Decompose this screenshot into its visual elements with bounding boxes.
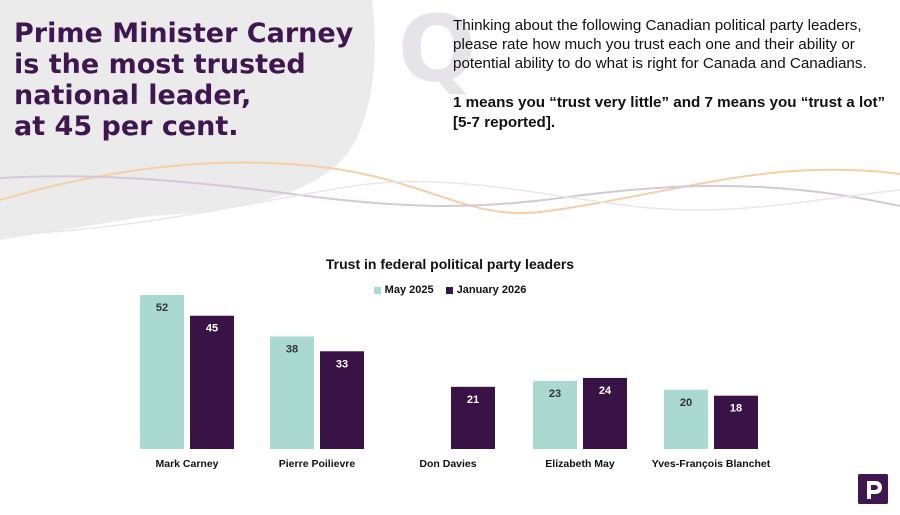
scale-note: 1 means you “trust very little” and 7 me… xyxy=(453,93,893,133)
data-label-pierre-poilievre-may-2025: 38 xyxy=(286,343,298,355)
scale-line-1: 1 means you “trust very little” and 7 me… xyxy=(453,94,886,111)
wave-purple xyxy=(0,175,900,207)
data-label-elizabeth-may-january-2026: 24 xyxy=(599,385,612,397)
bar-elizabeth-may-may-2025 xyxy=(533,380,577,449)
data-label-elizabeth-may-may-2025: 23 xyxy=(549,388,561,400)
bar-chart: 52 45 Mark Carney 38 33 Pierre Poilievre 21 Don… xyxy=(140,295,771,470)
data-label-yves-francois-blanchet-january-2026: 18 xyxy=(730,403,742,415)
question-line-3: potential ability to do what is right fo… xyxy=(453,55,867,72)
legend-item-may-2025: May 2025 xyxy=(373,284,434,296)
bar-don-davies-january-2026 xyxy=(451,386,495,449)
legend-swatch-january-2026 xyxy=(445,286,453,294)
legend-label-january-2026: January 2026 xyxy=(456,284,527,296)
bar-mark-carney-may-2025 xyxy=(140,295,184,449)
headline-line-3: national leader, xyxy=(14,80,252,111)
data-label-don-davies-january-2026: 21 xyxy=(467,394,479,406)
scale-line-2: [5-7 reported]. xyxy=(453,114,556,131)
category-label-pierre-poilievre: Pierre Poilievre xyxy=(279,458,356,470)
bar-elizabeth-may-january-2026 xyxy=(583,377,627,449)
question-line-1: Thinking about the following Canadian po… xyxy=(453,17,862,34)
data-label-pierre-poilievre-january-2026: 33 xyxy=(336,358,348,370)
data-label-yves-francois-blanchet-may-2025: 20 xyxy=(680,397,692,409)
category-label-elizabeth-may: Elizabeth May xyxy=(545,458,615,470)
wave-grey xyxy=(0,180,900,236)
legend-item-january-2026: January 2026 xyxy=(445,284,527,296)
legend-swatch-may-2025 xyxy=(373,286,381,294)
headline-line-4: at 45 per cent. xyxy=(14,111,239,142)
background-shape xyxy=(0,0,375,240)
question-line-2: please rate how much you trust each one … xyxy=(453,36,855,53)
wave-orange xyxy=(0,161,900,214)
bar-yves-francois-blanchet-may-2025 xyxy=(664,389,708,449)
data-label-mark-carney-january-2026: 45 xyxy=(206,323,218,335)
category-label-mark-carney: Mark Carney xyxy=(155,458,218,470)
decorative-waves xyxy=(0,161,900,236)
chart-legend: May 2025 January 2026 xyxy=(0,284,900,296)
bar-mark-carney-january-2026 xyxy=(190,315,234,449)
headline-line-1: Prime Minister Carney xyxy=(14,18,354,49)
category-label-yves-francois-blanchet: Yves-François Blanchet xyxy=(652,458,771,470)
headline-line-2: is the most trusted xyxy=(14,49,306,80)
legend-label-may-2025: May 2025 xyxy=(384,284,434,296)
brand-logo-icon xyxy=(858,474,888,504)
chart-title: Trust in federal political party leaders xyxy=(325,256,575,272)
bar-pierre-poilievre-january-2026 xyxy=(320,351,364,449)
bar-pierre-poilievre-may-2025 xyxy=(270,336,314,449)
data-label-mark-carney-may-2025: 52 xyxy=(156,302,168,314)
bar-yves-francois-blanchet-january-2026 xyxy=(714,395,758,449)
question-text: Thinking about the following Canadian po… xyxy=(453,16,893,73)
headline: Prime Minister Carney is the most truste… xyxy=(14,18,354,142)
category-label-don-davies: Don Davies xyxy=(419,458,476,470)
question-mark-icon: Q xyxy=(398,0,477,103)
